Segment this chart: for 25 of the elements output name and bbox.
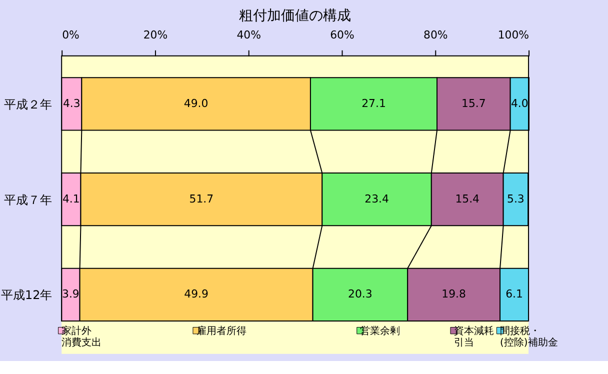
data-label: 49.9 (184, 288, 208, 301)
y-tick-label: 平成12年 (1, 288, 52, 302)
x-tick-label: 40% (236, 28, 261, 42)
x-tick-label: 80% (424, 28, 448, 42)
chart-title: 粗付加価値の構成 (239, 8, 352, 24)
data-label: 15.4 (455, 192, 480, 206)
data-label: 4.1 (62, 192, 80, 206)
data-label: 51.7 (189, 192, 214, 206)
data-label: 5.3 (507, 192, 524, 206)
data-label: 20.3 (348, 288, 372, 301)
data-label: 49.0 (184, 96, 208, 110)
data-label: 23.4 (364, 192, 389, 206)
y-tick-label: 平成７年 (4, 192, 52, 207)
data-label: 15.7 (462, 96, 486, 110)
x-tick-label: 20% (143, 28, 168, 42)
x-tick-label: 0% (62, 28, 80, 42)
x-tick-label: 100% (498, 28, 530, 42)
y-tick-label: 平成２年 (4, 97, 52, 112)
data-label: 19.8 (442, 288, 466, 301)
data-label: 27.1 (362, 96, 386, 110)
data-label: 4.3 (62, 96, 80, 110)
data-label: 6.1 (506, 288, 523, 301)
x-tick-label: 60% (330, 28, 354, 42)
data-label: 4.0 (510, 96, 528, 110)
data-label: 3.9 (62, 288, 80, 301)
